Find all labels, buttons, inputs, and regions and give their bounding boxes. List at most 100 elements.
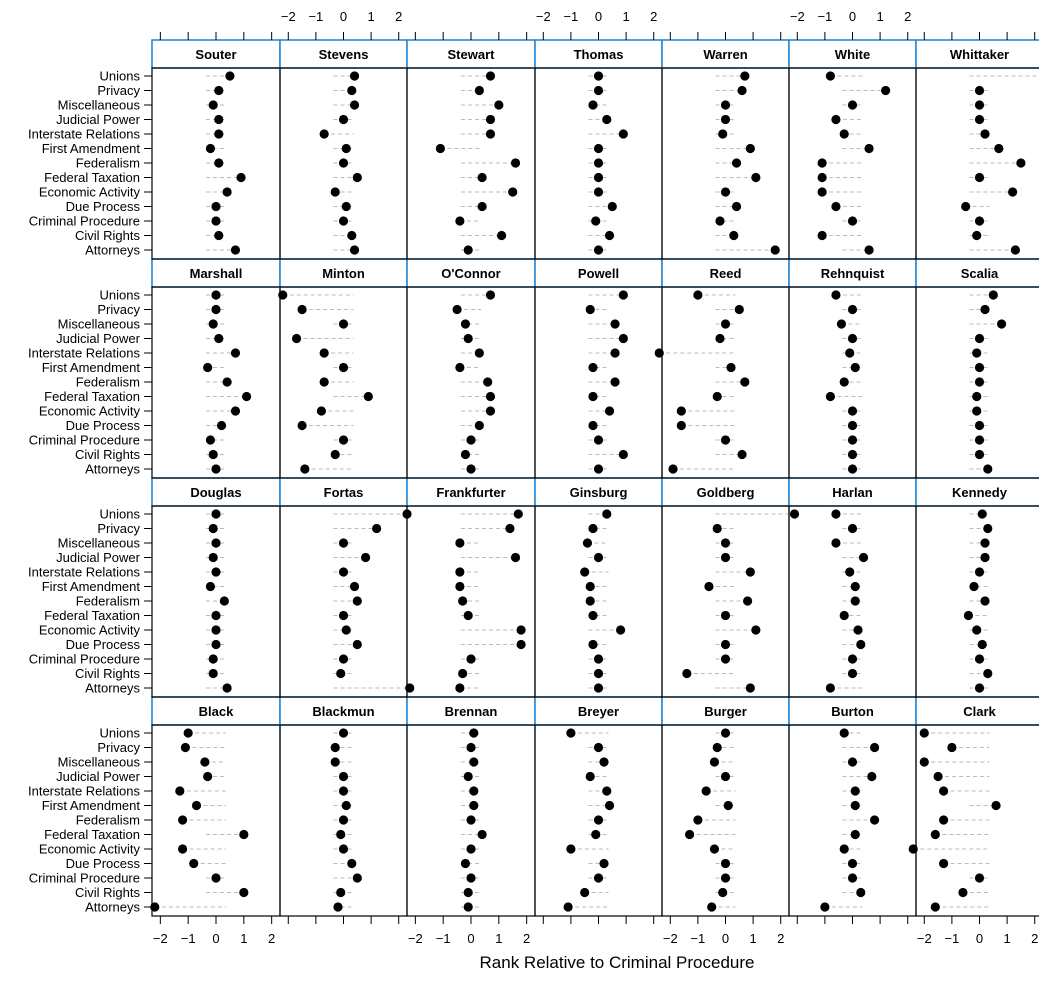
- dot-civil-rights: [580, 887, 590, 898]
- category-label-privacy: Privacy: [97, 521, 140, 536]
- dot-interstate-relations: [618, 129, 628, 139]
- panel-black: Black: [150, 696, 281, 917]
- dot-attorneys: [463, 245, 473, 255]
- dot-judicial-power: [338, 771, 349, 782]
- dot-first-amendment: [864, 143, 874, 154]
- dot-federal-taxation: [477, 829, 487, 840]
- dot-unions: [839, 728, 849, 738]
- dot-first-amendment: [974, 362, 985, 373]
- category-label-civil-rights: Civil Rights: [75, 228, 141, 243]
- panel-title: Burton: [831, 704, 874, 719]
- panel-title: Blackmun: [312, 704, 374, 719]
- panel-marshall: Marshall: [151, 258, 281, 479]
- x-tick-label-bottom: −2: [917, 931, 932, 946]
- dot-judicial-power: [338, 114, 349, 125]
- dot-miscellaneous: [847, 100, 858, 110]
- dot-privacy: [881, 85, 891, 96]
- dot-due-process: [516, 639, 526, 650]
- dot-due-process: [974, 420, 985, 431]
- dot-unions: [349, 71, 360, 81]
- dot-unions: [485, 71, 496, 81]
- x-tick-label-top: −2: [536, 9, 551, 24]
- dot-economic-activity: [508, 187, 518, 197]
- dot-first-amendment: [191, 800, 202, 811]
- dot-privacy: [330, 742, 340, 753]
- dot-first-amendment: [850, 362, 860, 373]
- dot-economic-activity: [720, 187, 731, 197]
- x-tick-label-bottom: −1: [436, 931, 451, 946]
- panel-strip: [915, 477, 1039, 507]
- dot-economic-activity: [847, 406, 858, 416]
- dot-attorneys: [593, 245, 604, 255]
- category-label-federal-taxation: Federal Taxation: [44, 170, 140, 185]
- dot-first-amendment: [745, 143, 755, 154]
- dot-interstate-relations: [230, 348, 241, 358]
- dot-first-amendment: [469, 800, 479, 811]
- category-label-attorneys: Attorneys: [85, 243, 140, 258]
- dot-unions: [825, 71, 836, 81]
- panel-title: Douglas: [190, 485, 241, 500]
- category-label-interstate-relations: Interstate Relations: [28, 784, 141, 799]
- category-label-miscellaneous: Miscellaneous: [58, 536, 141, 551]
- panel-title: Clark: [963, 704, 996, 719]
- panel-title: Harlan: [832, 485, 873, 500]
- dot-civil-rights: [347, 230, 357, 241]
- dot-economic-activity: [566, 844, 576, 854]
- dot-economic-activity: [839, 844, 849, 854]
- dot-interstate-relations: [980, 129, 990, 139]
- panel-title: Fortas: [324, 485, 364, 500]
- category-label-unions: Unions: [100, 726, 141, 741]
- panel-title: Minton: [322, 266, 365, 281]
- category-label-unions: Unions: [100, 507, 141, 522]
- dot-judicial-power: [974, 333, 985, 344]
- dot-attorneys: [1010, 245, 1020, 255]
- dot-federalism: [839, 377, 849, 387]
- dot-due-process: [341, 201, 351, 212]
- dot-federalism: [1016, 158, 1026, 168]
- panel-title: Stewart: [448, 47, 496, 62]
- x-tick-label-bottom: −2: [663, 931, 678, 946]
- dot-miscellaneous: [720, 319, 731, 329]
- panel-kennedy: Kennedy: [915, 477, 1039, 698]
- dot-federal-taxation: [963, 610, 974, 621]
- dot-first-amendment: [455, 581, 465, 592]
- dot-interstate-relations: [580, 567, 590, 577]
- panel-title: Rehnquist: [821, 266, 885, 281]
- dot-due-process: [720, 639, 731, 650]
- category-label-criminal-procedure: Criminal Procedure: [29, 652, 140, 667]
- dot-civil-rights: [214, 230, 224, 241]
- category-label-due-process: Due Process: [66, 637, 141, 652]
- dot-civil-rights: [336, 887, 346, 898]
- category-label-economic-activity: Economic Activity: [39, 404, 141, 419]
- dot-privacy: [847, 523, 858, 534]
- dot-interstate-relations: [845, 348, 855, 358]
- x-tick-label-bottom: −1: [181, 931, 196, 946]
- dot-unions: [693, 290, 703, 300]
- x-tick-label-top: 2: [395, 9, 402, 24]
- dot-federal-taxation: [588, 391, 598, 402]
- dot-unions: [602, 509, 612, 519]
- dot-attorneys: [593, 683, 604, 693]
- dot-judicial-power: [720, 552, 731, 563]
- dot-federalism: [740, 377, 750, 387]
- dot-civil-rights: [463, 887, 473, 898]
- panel-title: Goldberg: [697, 485, 755, 500]
- dot-federal-taxation: [242, 391, 252, 402]
- x-tick-label-bottom: 0: [722, 931, 729, 946]
- dot-judicial-power: [203, 771, 213, 782]
- dot-federalism: [466, 815, 476, 825]
- dot-interstate-relations: [469, 786, 479, 796]
- panel-harlan: Harlan: [788, 477, 917, 698]
- dot-federal-taxation: [211, 610, 221, 621]
- dot-first-amendment: [341, 143, 351, 154]
- dot-federalism: [585, 596, 595, 606]
- dot-economic-activity: [908, 844, 918, 854]
- panel-title: Stevens: [319, 47, 369, 62]
- panel-title: Breyer: [578, 704, 619, 719]
- x-tick-label-top: 0: [595, 9, 602, 24]
- category-label-due-process: Due Process: [66, 418, 141, 433]
- dot-due-process: [588, 639, 598, 650]
- dot-miscellaneous: [349, 100, 360, 110]
- dot-privacy: [180, 742, 190, 753]
